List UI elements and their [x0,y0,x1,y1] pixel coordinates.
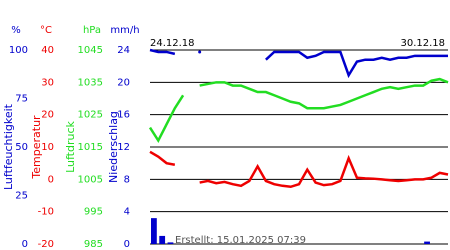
series-line [149,150,176,167]
axis-unit: °C [40,25,52,36]
y-tick-label: 0 [22,239,28,250]
series-line [149,48,176,56]
y-tick-label: 16 [117,110,130,121]
y-tick-label: 40 [41,45,54,56]
y-tick-label: 0 [48,174,54,185]
y-tick-label: -20 [38,239,54,250]
y-tick-label: 985 [84,239,103,250]
y-tick-label: 30 [41,77,54,88]
y-tick-label: 10 [41,142,54,153]
y-tick-label: 995 [84,207,103,218]
y-tick-label: 1005 [78,174,103,185]
y-tick-label: 1035 [78,77,103,88]
y-tick-label: -10 [38,207,54,218]
axis-title: Luftfeuchtigkeit [2,103,15,190]
y-tick-label: 50 [15,142,28,153]
y-tick-label: 75 [15,94,28,105]
y-tick-label: 24 [117,45,130,56]
axis-unit: hPa [83,25,101,36]
y-tick-label: 1025 [78,110,103,121]
line-point [198,50,202,54]
y-tick-label: 1045 [78,45,103,56]
y-tick-label: 100 [9,45,28,56]
bar [151,218,157,244]
series-line [148,94,185,144]
axis-unit: % [11,25,21,36]
y-tick-label: 0 [124,239,130,250]
series-line [199,154,449,189]
y-tick-label: 1015 [78,142,103,153]
x-tick-label: 24.12.18 [150,38,195,49]
series-line [199,77,449,110]
y-tick-label: 4 [124,207,130,218]
bar [167,242,174,244]
y-tick-label: 20 [117,77,130,88]
bar [159,235,166,244]
y-tick-label: 12 [117,142,130,153]
axis-title: Luftdruck [64,120,77,172]
axis-unit: mm/h [110,25,139,36]
created-note: Erstellt: 15.01.2025 07:39 [175,235,306,246]
y-tick-label: 8 [124,174,130,185]
series-line [265,50,448,79]
axis-title: Niederschlag [107,111,120,183]
y-tick-label: 25 [15,191,28,202]
axis-title: Temperatur [30,115,43,180]
x-tick-label: 30.12.18 [400,38,445,49]
y-tick-label: 20 [41,110,54,121]
bar [424,241,430,244]
